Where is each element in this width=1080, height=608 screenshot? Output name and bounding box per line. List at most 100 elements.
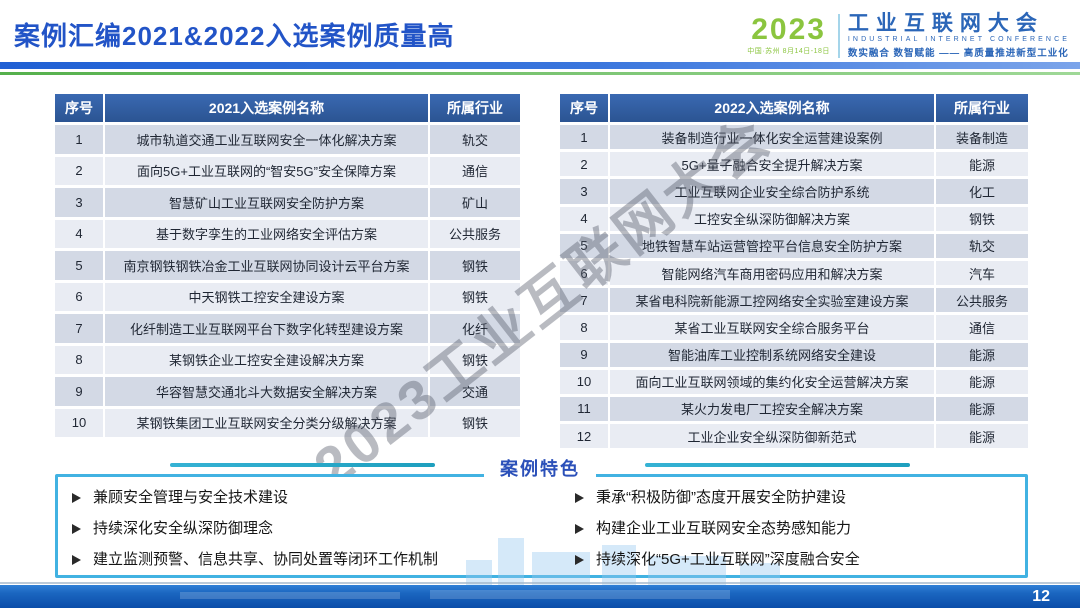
industry: 化工 [936, 179, 1028, 204]
conference-logo: 2023 中国·苏州 8月14日-18日 工业互联网大会 INDUSTRIAL … [747, 12, 1070, 59]
table-body: 1 城市轨道交通工业互联网安全一体化解决方案 轨交 2 面向5G+工业互联网的“智安5G… [55, 125, 520, 437]
industry: 公共服务 [936, 288, 1028, 313]
feature-bullet: 秉承“积极防御”态度开展安全防护建设 [575, 488, 1015, 508]
table-row: 7 化纤制造工业互联网平台下数字化转型建设方案 化纤 [55, 314, 520, 343]
bullet-arrow-icon [72, 555, 81, 565]
case-name: 智能油库工业控制系统网络安全建设 [610, 342, 934, 367]
industry: 汽车 [936, 260, 1028, 286]
case-name: 某省工业互联网安全综合服务平台 [610, 315, 934, 340]
row-seq: 7 [55, 314, 103, 343]
table-row: 1 装备制造行业一体化安全运营建设案例 装备制造 [560, 125, 1028, 150]
skyline-graphic [740, 563, 780, 585]
row-seq: 6 [560, 260, 608, 286]
header-industry: 所属行业 [936, 94, 1028, 122]
bullet-arrow-icon [575, 524, 584, 534]
row-seq: 8 [560, 315, 608, 340]
case-name: 工业互联网企业安全综合防护系统 [610, 179, 934, 204]
table-header-row: 序号 2022入选案例名称 所属行业 [560, 94, 1028, 122]
case-name: 工控安全纵深防御解决方案 [610, 206, 934, 231]
case-name: 某钢铁集团工业互联网安全分类分级解决方案 [105, 408, 428, 437]
skyline-graphic [466, 560, 492, 585]
table-row: 7 某省电科院新能源工控网络安全实验室建设方案 公共服务 [560, 288, 1028, 313]
case-name: 面向5G+工业互联网的“智安5G”安全保障方案 [105, 156, 428, 185]
case-name: 中天钢铁工控安全建设方案 [105, 282, 428, 311]
case-name: 面向工业互联网领域的集约化安全运营解决方案 [610, 369, 934, 394]
row-seq: 10 [560, 369, 608, 394]
feature-bullet: 兼顾安全管理与安全技术建设 [72, 488, 532, 508]
row-seq: 2 [55, 156, 103, 185]
feature-text: 兼顾安全管理与安全技术建设 [93, 489, 289, 506]
table-row: 9 智能油库工业控制系统网络安全建设 能源 [560, 342, 1028, 367]
case-name: 5G+量子融合安全提升解决方案 [610, 152, 934, 177]
bullet-arrow-icon [575, 493, 584, 503]
bullet-arrow-icon [72, 524, 81, 534]
row-seq: 8 [55, 345, 103, 374]
header-case-name: 2022入选案例名称 [610, 94, 934, 122]
footer-band: 12 [0, 585, 1080, 608]
case-name: 某火力发电厂工控安全解决方案 [610, 396, 934, 422]
logo-location-date: 中国·苏州 8月14日-18日 [747, 48, 830, 55]
page-title: 案例汇编2021&2022入选案例质量高 [14, 21, 455, 51]
industry: 钢铁 [430, 408, 520, 437]
case-name: 城市轨道交通工业互联网安全一体化解决方案 [105, 125, 428, 154]
logo-divider [837, 13, 840, 58]
table-row: 8 某省工业互联网安全综合服务平台 通信 [560, 315, 1028, 340]
header-seq: 序号 [55, 94, 103, 122]
skyline-graphic [498, 538, 524, 585]
features-title: 案例特色 [484, 455, 596, 481]
feature-bullet: 持续深化安全纵深防御理念 [72, 519, 532, 539]
industry: 轨交 [936, 233, 1028, 258]
table-row: 10 面向工业互联网领域的集约化安全运营解决方案 能源 [560, 369, 1028, 394]
row-seq: 7 [560, 288, 608, 313]
feature-text: 持续深化“5G+工业互联网”深度融合安全 [596, 551, 860, 568]
header-seq: 序号 [560, 94, 608, 122]
feature-bullet: 构建企业工业互联网安全态势感知能力 [575, 519, 1015, 539]
industry: 装备制造 [936, 125, 1028, 150]
header-case-name: 2021入选案例名称 [105, 94, 428, 122]
row-seq: 10 [55, 408, 103, 437]
divider-line-right [645, 463, 910, 467]
table-row: 3 智慧矿山工业互联网安全防护方案 矿山 [55, 188, 520, 217]
table-row: 1 城市轨道交通工业互联网安全一体化解决方案 轨交 [55, 125, 520, 154]
feature-bullet: 建立监测预警、信息共享、协同处置等闭环工作机制 [72, 550, 532, 570]
industry: 能源 [936, 424, 1028, 449]
row-seq: 5 [560, 233, 608, 258]
row-seq: 3 [560, 179, 608, 204]
industry: 能源 [936, 342, 1028, 367]
table-row: 2 面向5G+工业互联网的“智安5G”安全保障方案 通信 [55, 156, 520, 185]
industry: 矿山 [430, 188, 520, 217]
feature-text: 持续深化安全纵深防御理念 [93, 520, 274, 537]
table-row: 2 5G+量子融合安全提升解决方案 能源 [560, 152, 1028, 177]
logo-year-block: 2023 中国·苏州 8月14日-18日 [747, 15, 830, 56]
footer-top-line [0, 582, 1080, 584]
industry: 通信 [430, 156, 520, 185]
table-row: 8 某钢铁企业工控安全建设解决方案 钢铁 [55, 345, 520, 374]
header-rule-green [0, 72, 1080, 75]
skyline-graphic [602, 545, 636, 585]
industry: 能源 [936, 396, 1028, 422]
case-name: 工业企业安全纵深防御新范式 [610, 424, 934, 449]
table-2022-cases: 序号 2022入选案例名称 所属行业 1 装备制造行业一体化安全运营建设案例 装备制… [560, 94, 1028, 449]
logo-tagline: 数实融合 数智赋能 —— 高质量推进新型工业化 [847, 48, 1069, 59]
row-seq: 3 [55, 188, 103, 217]
table-row: 11 某火力发电厂工控安全解决方案 能源 [560, 396, 1028, 422]
case-name: 华容智慧交通北斗大数据安全解决方案 [105, 377, 428, 406]
case-name: 智慧矿山工业互联网安全防护方案 [105, 188, 428, 217]
row-seq: 5 [55, 251, 103, 280]
industry: 轨交 [430, 125, 520, 154]
case-name: 地铁智慧车站运营管控平台信息安全防护方案 [610, 233, 934, 258]
bullet-arrow-icon [72, 493, 81, 503]
row-seq: 1 [560, 125, 608, 150]
industry: 钢铁 [430, 282, 520, 311]
row-seq: 1 [55, 125, 103, 154]
case-features-panel [55, 474, 1028, 578]
table-body: 1 装备制造行业一体化安全运营建设案例 装备制造 2 5G+量子融合安全提升解决方案 能源… [560, 125, 1028, 449]
table-row: 9 华容智慧交通北斗大数据安全解决方案 交通 [55, 377, 520, 406]
features-list-left: 兼顾安全管理与安全技术建设 持续深化安全纵深防御理念建立监测预警、信息共享、协同处… [72, 488, 532, 581]
row-seq: 9 [55, 377, 103, 406]
table-row: 5 地铁智慧车站运营管控平台信息安全防护方案 轨交 [560, 233, 1028, 258]
table-row: 6 中天钢铁工控安全建设方案 钢铁 [55, 282, 520, 311]
industry: 能源 [936, 369, 1028, 394]
case-name: 某钢铁企业工控安全建设解决方案 [105, 345, 428, 374]
table-row: 4 工控安全纵深防御解决方案 钢铁 [560, 206, 1028, 231]
